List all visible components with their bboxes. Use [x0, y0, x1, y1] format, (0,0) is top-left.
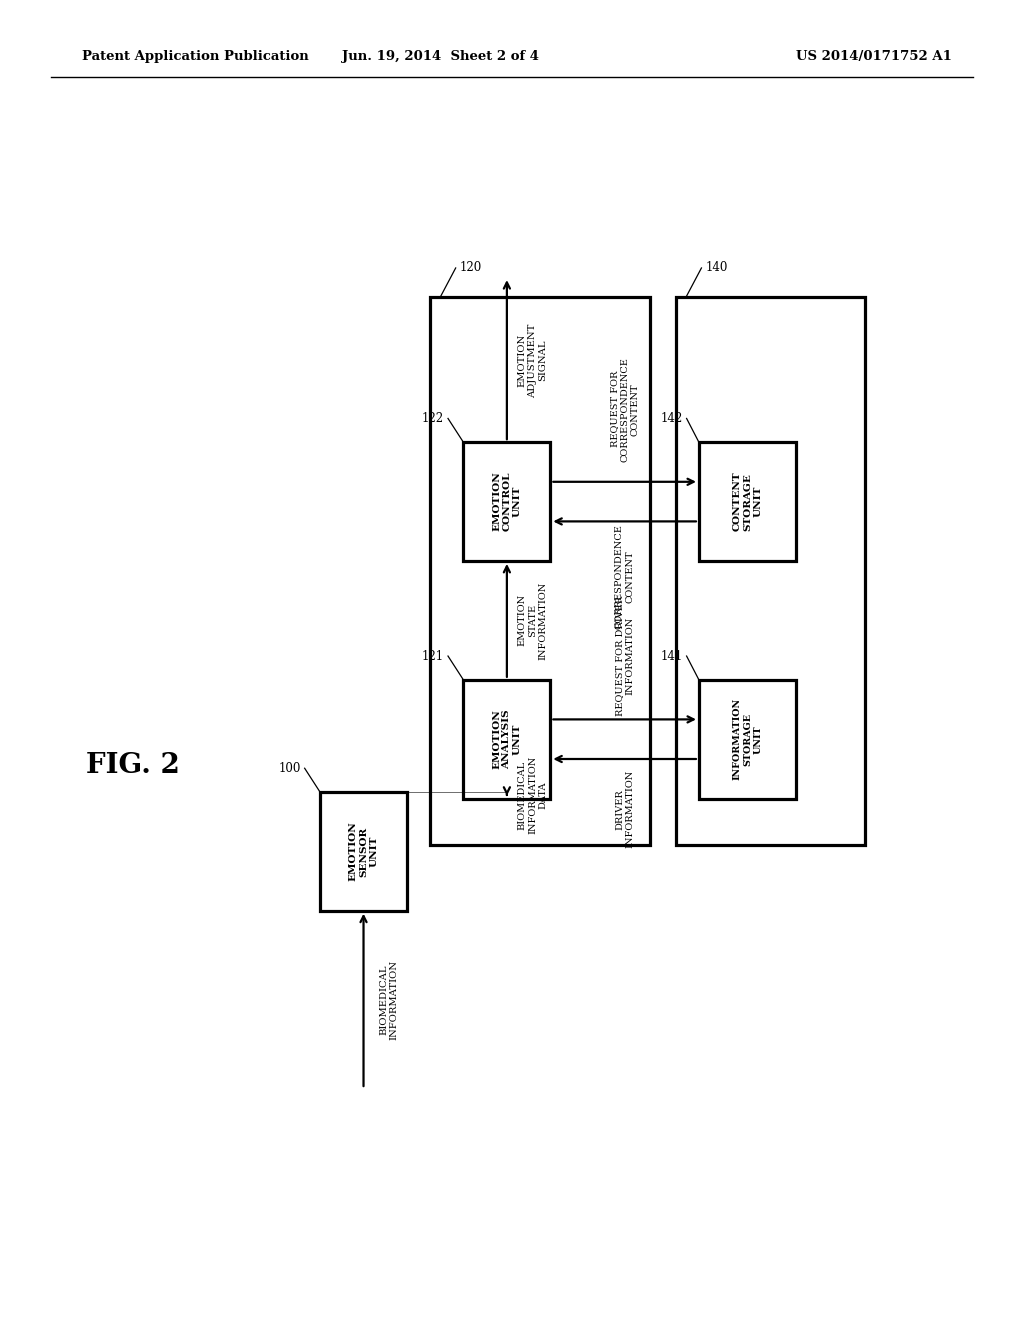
Text: 122: 122: [422, 412, 444, 425]
Text: BIOMEDICAL
INFORMATION: BIOMEDICAL INFORMATION: [380, 960, 398, 1040]
Bar: [676, 297, 865, 845]
Text: BIOMEDICAL
INFORMATION
DATA: BIOMEDICAL INFORMATION DATA: [517, 756, 548, 834]
Bar: [463, 442, 551, 561]
Text: 120: 120: [460, 261, 482, 275]
Bar: [463, 680, 551, 799]
Text: Jun. 19, 2014  Sheet 2 of 4: Jun. 19, 2014 Sheet 2 of 4: [342, 50, 539, 63]
Text: FIG. 2: FIG. 2: [86, 752, 180, 779]
Text: CONTENT
STORAGE
UNIT: CONTENT STORAGE UNIT: [732, 471, 763, 532]
Text: EMOTION
SENSOR
UNIT: EMOTION SENSOR UNIT: [348, 821, 379, 882]
Text: Patent Application Publication: Patent Application Publication: [82, 50, 308, 63]
Text: 140: 140: [706, 261, 728, 275]
Text: EMOTION
STATE
INFORMATION: EMOTION STATE INFORMATION: [517, 581, 548, 660]
Text: 141: 141: [660, 649, 682, 663]
Bar: [698, 442, 797, 561]
Text: EMOTION
ANALYSIS
UNIT: EMOTION ANALYSIS UNIT: [492, 709, 522, 770]
Bar: [430, 297, 650, 845]
Bar: [698, 680, 797, 799]
Text: REQUEST FOR DRIVER
INFORMATION: REQUEST FOR DRIVER INFORMATION: [615, 595, 634, 717]
Text: DRIVER
INFORMATION: DRIVER INFORMATION: [615, 770, 634, 849]
Text: 121: 121: [422, 649, 444, 663]
Text: 142: 142: [660, 412, 682, 425]
Bar: [319, 792, 408, 911]
Text: INFORMATION
STORAGE
UNIT: INFORMATION STORAGE UNIT: [732, 698, 763, 780]
Text: EMOTION
CONTROL
UNIT: EMOTION CONTROL UNIT: [492, 471, 522, 532]
Text: REQUEST FOR
CORRESPONDENCE
CONTENT: REQUEST FOR CORRESPONDENCE CONTENT: [609, 356, 640, 462]
Text: EMOTION
ADJUSTMENT
SIGNAL: EMOTION ADJUSTMENT SIGNAL: [517, 323, 548, 397]
Text: 100: 100: [279, 762, 301, 775]
Text: CORRESPONDENCE
CONTENT: CORRESPONDENCE CONTENT: [615, 524, 634, 630]
Text: US 2014/0171752 A1: US 2014/0171752 A1: [797, 50, 952, 63]
